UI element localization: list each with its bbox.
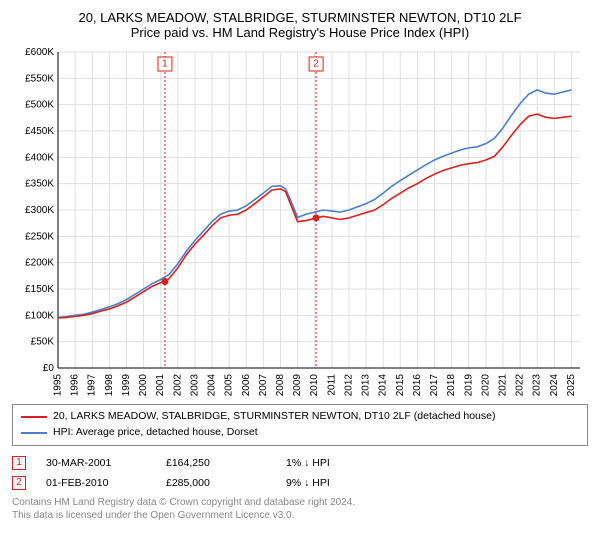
title-line2: Price paid vs. HM Land Registry's House …: [12, 25, 588, 40]
sale-price: £164,250: [166, 457, 266, 469]
sale-delta: 9% ↓ HPI: [286, 477, 386, 489]
svg-text:£400K: £400K: [25, 152, 54, 163]
svg-text:2023: 2023: [532, 374, 543, 396]
svg-text:2016: 2016: [412, 374, 423, 396]
svg-text:2025: 2025: [566, 374, 577, 396]
svg-text:2010: 2010: [309, 374, 320, 396]
svg-text:£50K: £50K: [31, 337, 55, 348]
svg-text:2006: 2006: [241, 374, 252, 396]
svg-text:2014: 2014: [378, 374, 389, 396]
svg-text:2002: 2002: [172, 374, 183, 396]
footnote: Contains HM Land Registry data © Crown c…: [12, 496, 588, 522]
svg-text:£450K: £450K: [25, 126, 54, 137]
svg-text:2022: 2022: [515, 374, 526, 396]
chart-title: 20, LARKS MEADOW, STALBRIDGE, STURMINSTE…: [12, 10, 588, 40]
svg-text:2013: 2013: [361, 374, 372, 396]
svg-text:2015: 2015: [395, 374, 406, 396]
svg-text:1996: 1996: [70, 374, 81, 396]
svg-text:2012: 2012: [343, 374, 354, 396]
svg-text:£300K: £300K: [25, 205, 54, 216]
legend: 20, LARKS MEADOW, STALBRIDGE, STURMINSTE…: [12, 404, 588, 446]
svg-text:£150K: £150K: [25, 284, 54, 295]
svg-text:2004: 2004: [207, 374, 218, 396]
svg-text:2008: 2008: [275, 374, 286, 396]
svg-text:2007: 2007: [258, 374, 269, 396]
sale-date: 01-FEB-2010: [46, 477, 146, 489]
title-line1: 20, LARKS MEADOW, STALBRIDGE, STURMINSTE…: [12, 10, 588, 25]
svg-text:2020: 2020: [480, 374, 491, 396]
chart: £0 £50K £100K £150K £200K £250K £300K £350K £400…: [12, 46, 588, 396]
sale-delta: 1% ↓ HPI: [286, 457, 386, 469]
legend-label: 20, LARKS MEADOW, STALBRIDGE, STURMINSTE…: [53, 409, 496, 425]
svg-text:1995: 1995: [53, 374, 64, 396]
sale-date: 30-MAR-2001: [46, 457, 146, 469]
svg-text:2024: 2024: [549, 374, 560, 396]
svg-text:£600K: £600K: [25, 47, 54, 58]
svg-text:£550K: £550K: [25, 73, 54, 84]
svg-text:£250K: £250K: [25, 231, 54, 242]
svg-text:2017: 2017: [429, 374, 440, 396]
svg-text:2018: 2018: [446, 374, 457, 396]
svg-text:2019: 2019: [463, 374, 474, 396]
svg-text:2003: 2003: [189, 374, 200, 396]
svg-text:£500K: £500K: [25, 100, 54, 111]
chart-svg: £0 £50K £100K £150K £200K £250K £300K £350K £400…: [12, 46, 588, 396]
svg-text:£350K: £350K: [25, 179, 54, 190]
legend-item: HPI: Average price, detached house, Dors…: [21, 425, 579, 441]
svg-text:1998: 1998: [104, 374, 115, 396]
svg-text:£100K: £100K: [25, 310, 54, 321]
legend-item: 20, LARKS MEADOW, STALBRIDGE, STURMINSTE…: [21, 409, 579, 425]
footnote-line1: Contains HM Land Registry data © Crown c…: [12, 496, 588, 509]
legend-swatch: [21, 416, 47, 418]
sale-price: £285,000: [166, 477, 266, 489]
svg-text:1997: 1997: [87, 374, 98, 396]
svg-text:£200K: £200K: [25, 258, 54, 269]
svg-text:2021: 2021: [497, 374, 508, 396]
svg-text:2000: 2000: [138, 374, 149, 396]
svg-text:1999: 1999: [121, 374, 132, 396]
svg-text:2001: 2001: [155, 374, 166, 396]
sale-badge: 2: [12, 476, 26, 490]
sales-row: 2 01-FEB-2010 £285,000 9% ↓ HPI: [12, 476, 588, 490]
svg-text:2009: 2009: [292, 374, 303, 396]
svg-text:£0: £0: [43, 363, 55, 374]
legend-label: HPI: Average price, detached house, Dors…: [53, 425, 258, 441]
svg-text:2: 2: [313, 59, 319, 70]
footnote-line2: This data is licensed under the Open Gov…: [12, 509, 588, 522]
legend-swatch: [21, 432, 47, 434]
svg-text:2005: 2005: [224, 374, 235, 396]
sales-row: 1 30-MAR-2001 £164,250 1% ↓ HPI: [12, 456, 588, 470]
sale-badge: 1: [12, 456, 26, 470]
sales-table: 1 30-MAR-2001 £164,250 1% ↓ HPI 2 01-FEB-2010…: [12, 456, 588, 490]
svg-text:1: 1: [162, 59, 168, 70]
svg-text:2011: 2011: [326, 374, 337, 396]
